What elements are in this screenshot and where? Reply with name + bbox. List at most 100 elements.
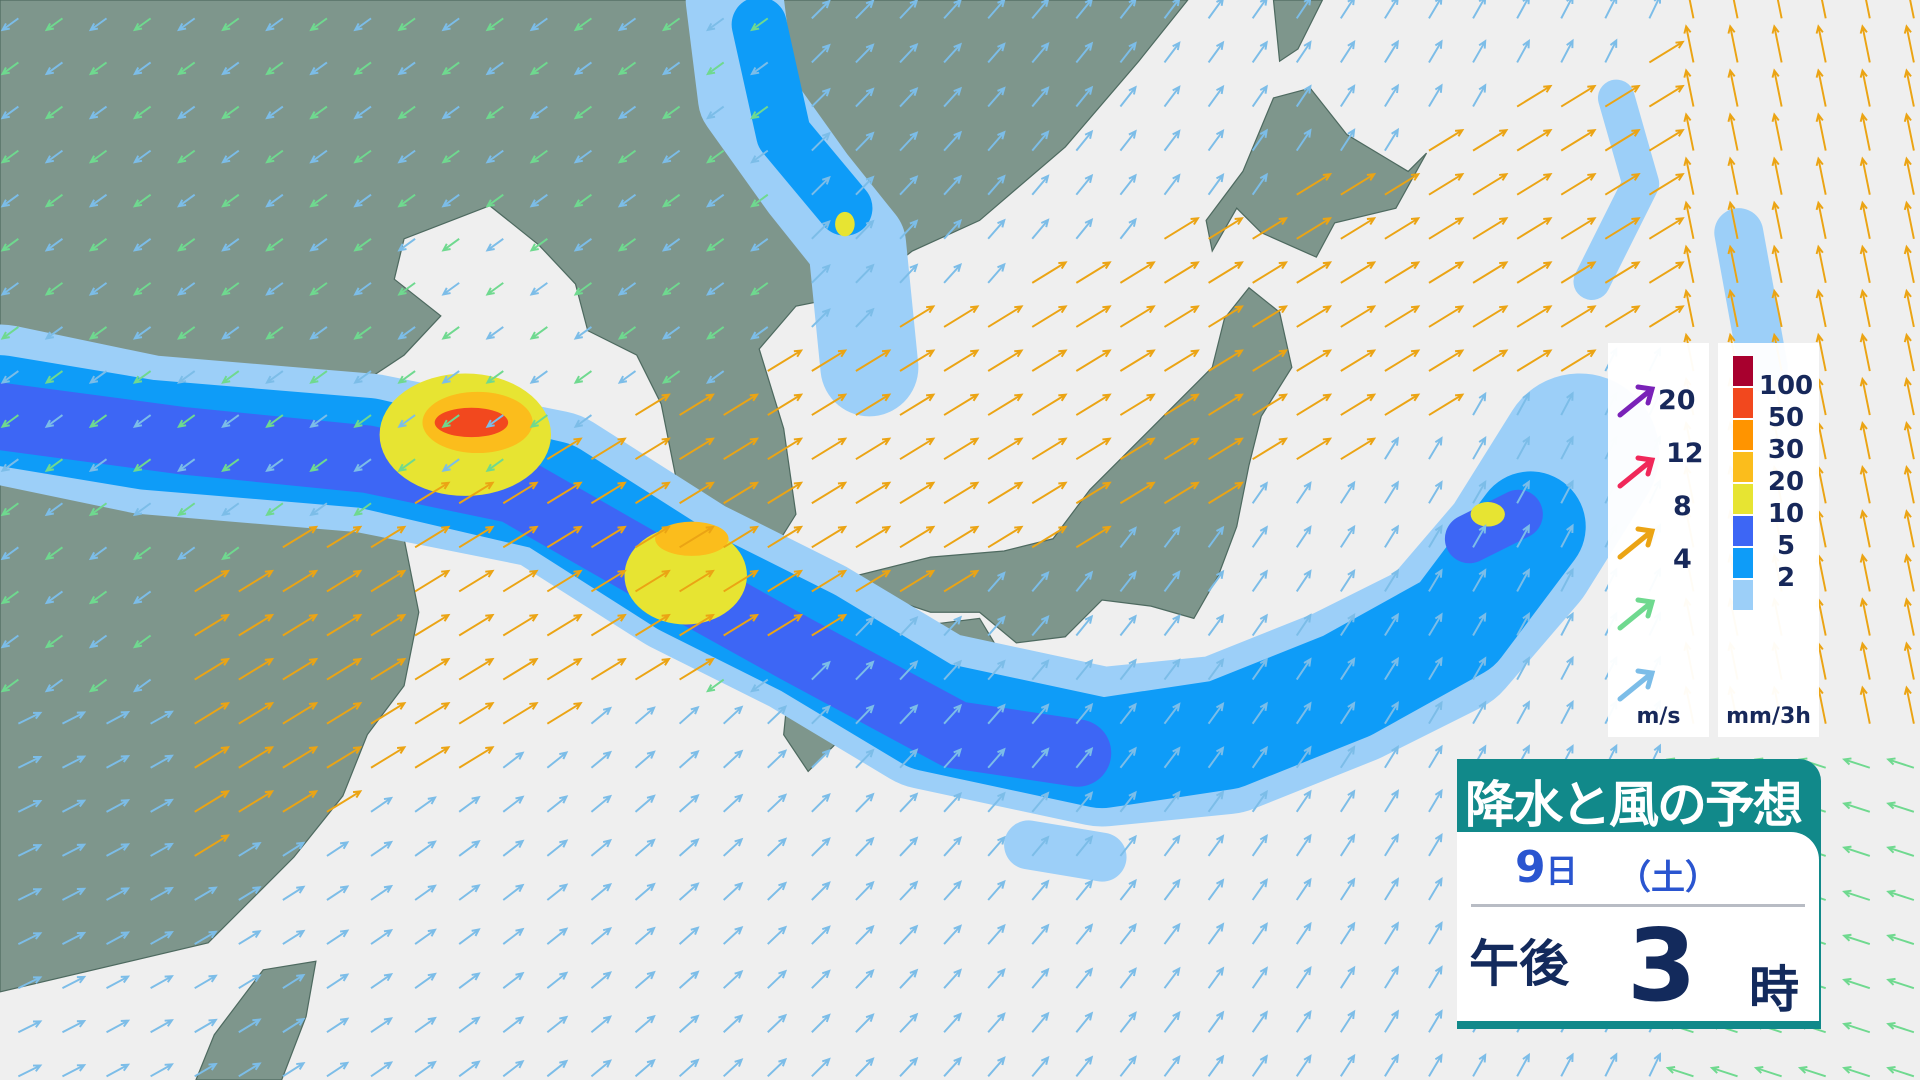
wind-arrow-icon (1688, 0, 1695, 19)
wind-arrow-icon (855, 349, 892, 372)
wind-arrow-icon (767, 749, 788, 769)
wind-arrow-icon (1472, 39, 1487, 63)
wind-arrow-icon (1727, 24, 1739, 63)
wind-arrow-icon (1295, 1010, 1312, 1033)
wind-arrow-icon (1251, 128, 1268, 152)
wind-arrow-icon (899, 569, 936, 593)
wind-arrow-icon (1163, 305, 1200, 328)
wind-arrow-icon (326, 702, 363, 725)
wind-arrow-icon (811, 748, 831, 769)
wind-arrow-icon (0, 414, 19, 428)
wind-arrow-icon (1207, 657, 1225, 681)
wind-arrow-icon (811, 0, 831, 20)
wind-arrow-icon (1648, 261, 1685, 284)
wind-arrow-icon (1075, 85, 1094, 108)
wind-arrow-icon (943, 1012, 963, 1033)
sakhalin-land (1272, 0, 1324, 63)
wind-arrow-icon (1208, 305, 1244, 328)
wind-arrow-icon (706, 282, 725, 296)
wind-arrow-icon (1340, 437, 1377, 461)
wind-arrow-icon (309, 326, 328, 340)
wind-arrow-icon (1207, 128, 1225, 152)
wind-arrow-icon (1031, 747, 1050, 769)
wind-arrow-icon (1384, 217, 1421, 240)
wind-arrow-icon (987, 393, 1024, 416)
wind-arrow-icon (106, 931, 131, 945)
wind-arrow-icon (899, 1056, 919, 1077)
wind-legend-arrow-icon (1617, 384, 1656, 418)
wind-arrow-icon (1251, 833, 1268, 857)
wind-arrow-icon (370, 973, 394, 989)
wind-arrow-icon (678, 882, 700, 901)
wind-arrow-icon (678, 970, 700, 989)
wind-arrow-icon (1119, 85, 1137, 108)
wind-arrow-icon (661, 61, 681, 76)
wind-arrow-icon (1075, 525, 1112, 549)
wind-arrow-icon (1031, 393, 1068, 416)
wind-arrow-icon (0, 282, 19, 296)
wind-arrow-icon (353, 105, 372, 120)
wind-arrow-icon (1251, 0, 1268, 19)
wind-arrow-icon (353, 61, 372, 76)
wind-arrow-icon (502, 1060, 525, 1078)
wind-arrow-icon (617, 61, 637, 76)
wind-arrow-icon (1472, 349, 1509, 372)
wind-arrow-icon (132, 61, 152, 76)
wind-arrow-icon (987, 615, 1006, 637)
wind-arrow-icon (132, 370, 152, 384)
wind-arrow-icon (177, 370, 196, 384)
precipitation-legend: 100 50 30 20 10 5 2 mm/3h (1718, 343, 1819, 737)
wind-arrow-icon (1815, 68, 1827, 107)
wind-arrow-icon (1859, 244, 1871, 284)
wind-arrow-icon (62, 931, 87, 945)
hokkaido-land (1205, 87, 1428, 258)
wind-arrow-icon (414, 796, 437, 813)
wind-arrow-icon (1842, 801, 1871, 813)
wind-arrow-icon (1472, 1053, 1487, 1077)
wind-arrow-icon (177, 193, 196, 208)
wind-arrow-icon (221, 61, 240, 76)
wind-arrow-icon (1859, 597, 1871, 636)
wind-arrow-icon (1031, 525, 1068, 549)
wind-arrow-icon (1207, 922, 1225, 945)
wind-arrow-icon (1075, 261, 1112, 284)
forecast-date: 9日 (1515, 842, 1578, 893)
wind-arrow-icon (265, 149, 284, 164)
wind-arrow-icon (502, 927, 525, 945)
wind-arrow-icon (458, 1016, 481, 1034)
wind-arrow-icon (943, 880, 963, 901)
wind-arrow-icon (634, 437, 671, 461)
wind-arrow-icon (634, 838, 656, 857)
wind-arrow-icon (1859, 509, 1871, 548)
wind-arrow-icon (1820, 0, 1827, 19)
wind-arrow-icon (1251, 481, 1268, 504)
wind-arrow-icon (723, 881, 744, 901)
wind-arrow-icon (265, 193, 284, 208)
rain-legend-label: 2 (1776, 563, 1796, 593)
wind-arrow-icon (326, 973, 350, 989)
wind-arrow-icon (1428, 39, 1443, 63)
wind-arrow-icon (1207, 702, 1225, 725)
wind-arrow-icon (177, 414, 196, 428)
wind-arrow-icon (0, 678, 19, 693)
wind-arrow-icon (1075, 129, 1094, 152)
wind-arrow-icon (132, 237, 152, 252)
wind-arrow-icon (177, 282, 196, 296)
wind-arrow-icon (502, 751, 525, 769)
wind-arrow-icon (1119, 614, 1137, 637)
wind-arrow-icon (238, 886, 262, 901)
wind-arrow-icon (221, 193, 240, 208)
wind-arrow-icon (44, 458, 64, 473)
wind-arrow-icon (1340, 217, 1377, 240)
wind-arrow-icon (1428, 612, 1443, 637)
wind-arrow-icon (1560, 1052, 1574, 1077)
wind-arrow-icon (1075, 746, 1094, 769)
wind-arrow-icon (1252, 437, 1288, 461)
wind-arrow-icon (88, 678, 108, 693)
wind-arrow-icon (1683, 112, 1695, 151)
wind-arrow-icon (899, 525, 936, 549)
wind-arrow-icon (1903, 465, 1915, 504)
wind-arrow-icon (1295, 613, 1312, 637)
wind-arrow-icon (1859, 156, 1871, 195)
wind-arrow-icon (1163, 746, 1181, 769)
